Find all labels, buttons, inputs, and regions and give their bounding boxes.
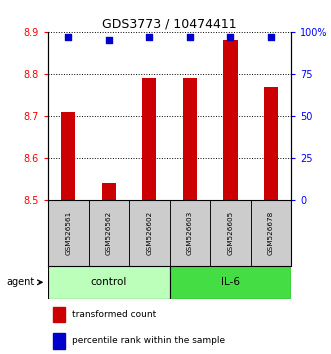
Text: IL-6: IL-6 (221, 277, 240, 287)
Text: GSM526603: GSM526603 (187, 211, 193, 255)
Bar (142, 78, 157, 200)
Text: GSM526562: GSM526562 (106, 211, 112, 255)
Bar (53, 307, 65, 322)
Bar (210, 200, 251, 266)
Bar (61, 112, 75, 200)
Point (228, 34, 233, 40)
Bar (53, 333, 65, 348)
Bar (102, 183, 116, 200)
Bar (264, 86, 278, 200)
Bar (251, 200, 291, 266)
Point (147, 34, 152, 40)
Bar (88, 200, 129, 266)
Text: agent: agent (7, 277, 35, 287)
Point (187, 34, 193, 40)
Bar (129, 200, 169, 266)
Bar (169, 200, 210, 266)
Title: GDS3773 / 10474411: GDS3773 / 10474411 (102, 18, 237, 31)
Point (268, 34, 274, 40)
Bar (223, 40, 238, 200)
Text: GSM526605: GSM526605 (227, 211, 233, 255)
Point (66, 34, 71, 40)
Text: GSM526602: GSM526602 (146, 211, 152, 255)
Text: control: control (91, 277, 127, 287)
Text: transformed count: transformed count (72, 310, 157, 319)
Bar (169, 266, 291, 299)
Text: GSM526561: GSM526561 (65, 211, 71, 255)
Bar (48, 266, 169, 299)
Bar (183, 78, 197, 200)
Text: percentile rank within the sample: percentile rank within the sample (72, 336, 225, 346)
Point (106, 38, 112, 43)
Bar (48, 200, 88, 266)
Text: GSM526678: GSM526678 (268, 211, 274, 255)
